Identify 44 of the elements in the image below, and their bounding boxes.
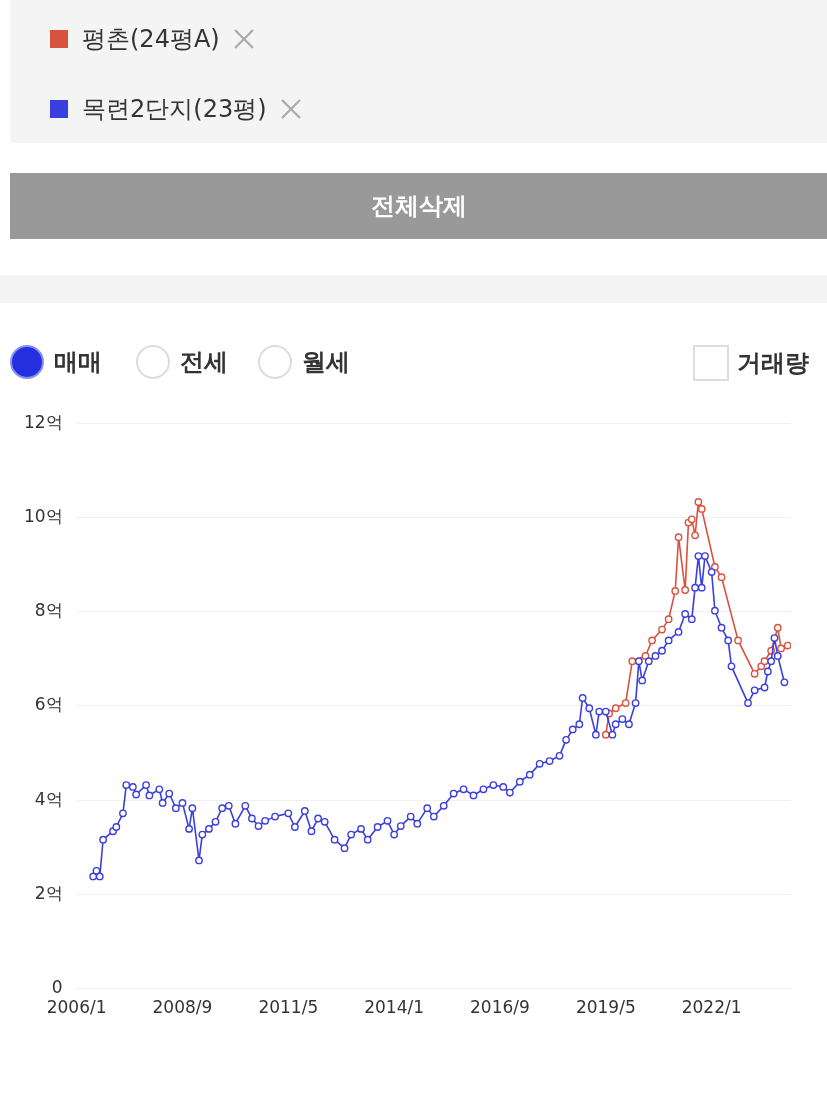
x-tick-label: 2022/1	[681, 997, 742, 1018]
point	[694, 497, 703, 506]
point	[658, 625, 666, 634]
point	[760, 657, 769, 666]
y-tick-label: 10억	[23, 505, 63, 526]
point	[711, 563, 719, 571]
x-tick-label: 2019/5	[575, 997, 636, 1018]
text: 거래량	[737, 348, 809, 379]
point	[621, 699, 630, 707]
text: 매매	[54, 347, 102, 378]
y-tick-label: 4억	[34, 788, 63, 809]
point	[734, 636, 742, 645]
text: 전세	[180, 347, 228, 378]
x-tick-label: 2016/9	[470, 997, 530, 1018]
point	[601, 730, 610, 739]
legend-label: 평촌(24평A)	[82, 24, 220, 55]
point	[691, 531, 699, 540]
point	[697, 505, 706, 513]
text: 월세	[302, 347, 350, 378]
point	[773, 623, 782, 632]
point	[671, 587, 680, 595]
point	[757, 662, 766, 671]
text: 전체삭제	[10, 173, 827, 239]
point	[783, 641, 791, 650]
y-tick-label: 12억	[23, 411, 63, 432]
y-tick-label: 2억	[34, 882, 63, 903]
x-tick-label: 2011/5	[258, 997, 319, 1018]
x-tick-label: 2008/9	[152, 997, 213, 1018]
y-tick-label: 8억	[34, 600, 63, 621]
legend-label: 목련2단지(23평)	[82, 94, 267, 125]
y-tick-label: 6억	[34, 694, 63, 715]
point	[641, 652, 650, 660]
x-tick-label: 2006/1	[46, 997, 107, 1018]
point	[717, 573, 726, 582]
point	[648, 636, 656, 645]
point	[628, 657, 637, 666]
point	[750, 669, 759, 678]
y-tick-label: 0	[51, 977, 63, 998]
point	[674, 533, 683, 542]
point	[664, 615, 673, 624]
point	[681, 586, 690, 594]
point	[611, 704, 620, 713]
x-tick-label: 2014/1	[364, 997, 425, 1018]
point	[777, 644, 785, 653]
